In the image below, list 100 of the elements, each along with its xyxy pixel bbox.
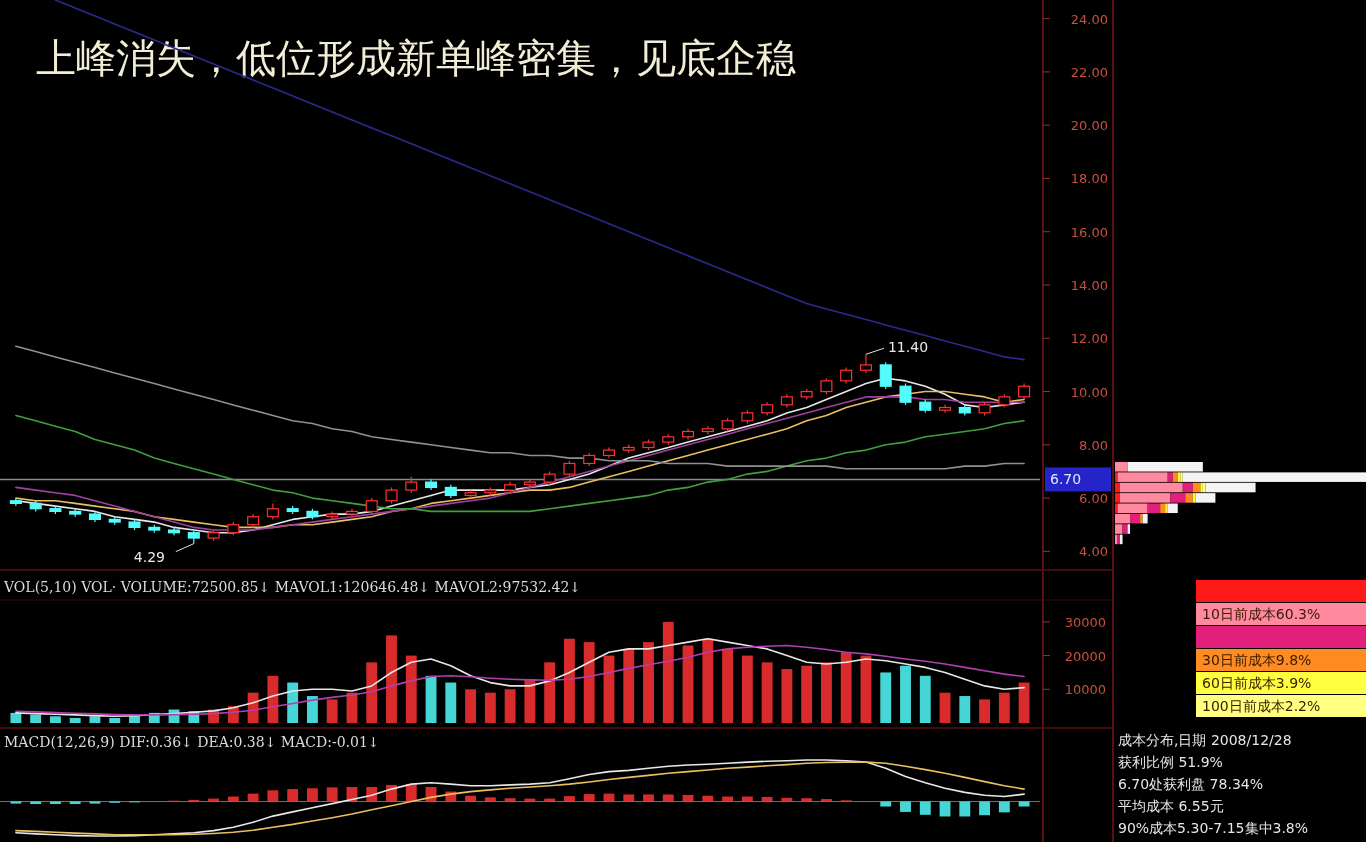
bar (1122, 524, 1128, 534)
bar (504, 798, 516, 802)
bar (1018, 682, 1030, 723)
bar (386, 635, 397, 723)
bar (781, 669, 793, 723)
bar (247, 793, 259, 802)
bar (1167, 503, 1178, 514)
bar (682, 794, 694, 802)
text: 6.70处获利盘 78.34% (1118, 776, 1264, 792)
bar (623, 794, 635, 802)
bar (959, 801, 971, 817)
bar (524, 798, 536, 802)
bar (563, 638, 575, 723)
bar (979, 801, 991, 816)
bar (484, 797, 496, 802)
bar (583, 642, 595, 723)
bar (10, 801, 22, 804)
bar (761, 796, 773, 802)
y-tick-label: 24.00 (1070, 11, 1108, 27)
bar (643, 642, 654, 723)
y-tick-label: 10000 (1064, 682, 1106, 698)
bar (880, 672, 892, 723)
bar (722, 796, 734, 802)
bar (30, 714, 42, 723)
bar (682, 645, 694, 723)
bar (1160, 503, 1166, 514)
y-tick-label: 12.00 (1070, 331, 1108, 347)
y-tick-label: 22.00 (1070, 64, 1108, 80)
bar (702, 795, 714, 802)
bar (544, 798, 556, 802)
bar (662, 794, 674, 802)
annotation: 4.29 (133, 548, 165, 565)
bar (89, 716, 101, 723)
bar (267, 790, 279, 802)
bar (900, 665, 911, 723)
bar (544, 662, 556, 723)
candlestick (899, 382, 912, 406)
bar (306, 696, 318, 723)
text: 60日前成本3.9% (1202, 675, 1312, 691)
bar (504, 689, 516, 723)
bar (801, 665, 813, 723)
bar (998, 801, 1010, 813)
bar (801, 798, 813, 802)
bar (1142, 513, 1148, 524)
ref-line-label: 6.70 (1050, 471, 1082, 488)
bar (1167, 472, 1173, 482)
bar (1018, 801, 1030, 807)
y-tick-label: 16.00 (1070, 224, 1108, 240)
text: 100日前成本2.2% (1202, 698, 1321, 714)
bar (326, 787, 338, 802)
bar (840, 652, 852, 723)
bar (979, 699, 991, 723)
bar (1147, 503, 1161, 514)
bar (1185, 493, 1193, 503)
bar (386, 784, 397, 802)
bar (820, 799, 832, 802)
bar (761, 662, 773, 723)
bar (267, 675, 279, 723)
bar (662, 621, 674, 723)
bar (741, 655, 753, 723)
y-tick-label: 20.00 (1070, 118, 1108, 134)
candlestick (879, 361, 892, 390)
bar (1130, 513, 1141, 524)
bar (880, 801, 892, 807)
bar (287, 682, 299, 723)
annotation: 11.40 (887, 339, 929, 356)
bar (49, 716, 61, 723)
bar (10, 712, 22, 723)
bar (484, 692, 496, 723)
bar (900, 801, 911, 812)
bar (623, 648, 635, 723)
y-tick-label: 4.00 (1079, 544, 1108, 560)
text: 获利比例 51.9% (1118, 754, 1223, 770)
bar (227, 796, 239, 802)
bar (998, 692, 1010, 723)
bar (939, 692, 951, 723)
y-tick-label: 8.00 (1079, 437, 1108, 453)
y-tick-label: 18.00 (1070, 171, 1108, 187)
bar (820, 662, 832, 723)
bar (208, 798, 220, 802)
bar (722, 648, 734, 723)
bar (326, 699, 338, 723)
text: 平均成本 6.55元 (1118, 798, 1224, 814)
bar (524, 679, 536, 723)
line-series (15, 414, 1025, 513)
bar (919, 675, 931, 723)
chart-title: VOL(5,10) VOL· VOLUME:72500.85↓ MAVOL1:120646.48↓ MAVOL2:97532.42↓ (3, 579, 582, 595)
bar (563, 796, 575, 802)
bar (465, 689, 477, 723)
bar (643, 794, 654, 802)
bar (109, 717, 121, 723)
y-tick-label: 6.00 (1079, 491, 1108, 507)
bar (603, 793, 615, 802)
bar (69, 717, 81, 723)
bar (405, 655, 417, 723)
y-tick-label: 10.00 (1070, 384, 1108, 400)
bar (287, 789, 299, 802)
bar (583, 794, 595, 802)
y-tick-label: 14.00 (1070, 278, 1108, 293)
bar (1140, 513, 1143, 524)
